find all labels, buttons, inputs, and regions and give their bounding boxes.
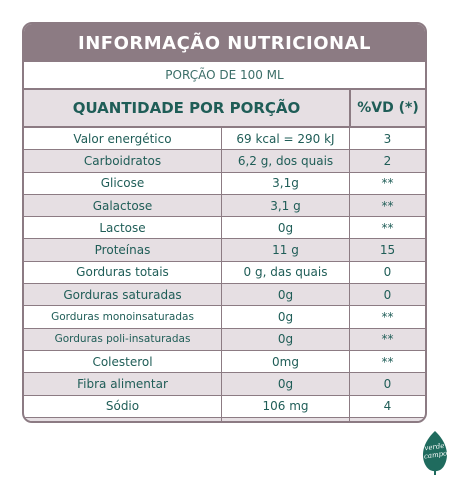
nutrition-facts-panel: INFORMAÇÃO NUTRICIONAL PORÇÃO DE 100 ML … xyxy=(22,22,427,423)
nutrient-amount: 0mg xyxy=(222,350,350,373)
nutrient-vd: 0 xyxy=(383,287,392,302)
nutrient-amount: 11 g xyxy=(222,239,350,261)
nutrient-name: Gorduras saturadas xyxy=(24,284,222,306)
nutrient-name: Glicose xyxy=(24,172,222,194)
nutrient-name: Gorduras totais xyxy=(24,261,222,284)
nutrient-vd: ** xyxy=(381,176,394,191)
nutrient-amount: 0g xyxy=(222,306,350,328)
nutrient-vd: ** xyxy=(381,354,394,369)
nutrient-name: Carboidratos xyxy=(24,150,222,172)
nutrient-name: Fibra alimentar xyxy=(24,373,222,395)
nutrient-name: Galactose xyxy=(24,194,222,217)
nutrient-rows: Valor energético 69 kcal = 290 kJ 3 Carboid… xyxy=(24,128,425,421)
verde-campo-logo xyxy=(423,431,447,475)
table-row: Fibra alimentar 0g 0 xyxy=(24,373,425,396)
table-row: Gorduras totais 0 g, das quais 0 xyxy=(24,261,425,285)
nutrient-vd: 2 xyxy=(383,153,392,168)
nutrient-vd: ** xyxy=(381,332,394,347)
table-row: Galactose 3,1 g ** xyxy=(24,194,425,218)
table-row: Proteínas 11 g 15 xyxy=(24,239,425,262)
nutrient-amount: 69 kcal = 290 kJ xyxy=(222,128,350,150)
portion-size: PORÇÃO DE 100 ML xyxy=(24,62,425,90)
nutrient-name: Gorduras poli-insaturadas xyxy=(24,328,222,350)
nutrient-amount: 0 g, das quais xyxy=(222,261,350,284)
nutrient-amount: 0g xyxy=(222,217,350,239)
nutrient-vd: ** xyxy=(381,198,394,213)
nutrient-vd: 0 xyxy=(383,376,392,391)
table-row: Glicose 3,1g ** xyxy=(24,172,425,195)
nutrient-amount: 310 mg xyxy=(222,417,350,421)
table-row: Calcio310 mg31 xyxy=(24,417,425,421)
nutrient-amount: 106 mg xyxy=(222,395,350,417)
nutrient-amount: 0g xyxy=(222,373,350,395)
nutrient-vd: ** xyxy=(381,220,394,235)
table-row: Sódio 106 mg 4 xyxy=(24,395,425,418)
vd-header: %VD (*) xyxy=(357,100,419,116)
nutrient-amount: 0g xyxy=(222,284,350,306)
nutrient-name: Colesterol xyxy=(24,350,222,373)
table-row: Carboidratos 6,2 g, dos quais 2 xyxy=(24,150,425,173)
table-row: Gorduras saturadas 0g 0 xyxy=(24,284,425,307)
table-row: Gorduras monoinsaturadas 0g ** xyxy=(24,306,425,329)
nutrient-vd: ** xyxy=(381,310,394,325)
nutrition-title: INFORMAÇÃO NUTRICIONAL xyxy=(24,24,425,62)
nutrient-vd: 31 xyxy=(350,418,425,421)
nutrient-name: Calcio xyxy=(24,417,222,421)
nutrient-vd: 0 xyxy=(383,265,392,280)
nutrient-name: Lactose xyxy=(24,217,222,239)
nutrient-amount: 3,1g xyxy=(222,172,350,194)
nutrient-amount: 0g xyxy=(222,328,350,350)
nutrient-name: Gorduras monoinsaturadas xyxy=(24,306,222,328)
nutrient-vd: 15 xyxy=(379,243,396,258)
nutrient-amount: 3,1 g xyxy=(222,194,350,217)
table-row: Colesterol 0mg ** xyxy=(24,350,425,374)
nutrient-vd: 3 xyxy=(383,131,392,146)
table-header: QUANTIDADE POR PORÇÃO %VD (*) xyxy=(24,90,425,128)
table-row: Valor energético 69 kcal = 290 kJ 3 xyxy=(24,128,425,151)
nutrient-name: Proteínas xyxy=(24,239,222,261)
nutrient-name: Valor energético xyxy=(24,128,222,150)
nutrient-name: Sódio xyxy=(24,395,222,417)
nutrient-vd: 4 xyxy=(383,399,392,414)
nutrient-amount: 6,2 g, dos quais xyxy=(222,150,350,172)
table-row: Gorduras poli-insaturadas 0g ** xyxy=(24,328,425,351)
table-row: Lactose 0g ** xyxy=(24,217,425,240)
quantity-header: QUANTIDADE POR PORÇÃO xyxy=(24,90,351,126)
